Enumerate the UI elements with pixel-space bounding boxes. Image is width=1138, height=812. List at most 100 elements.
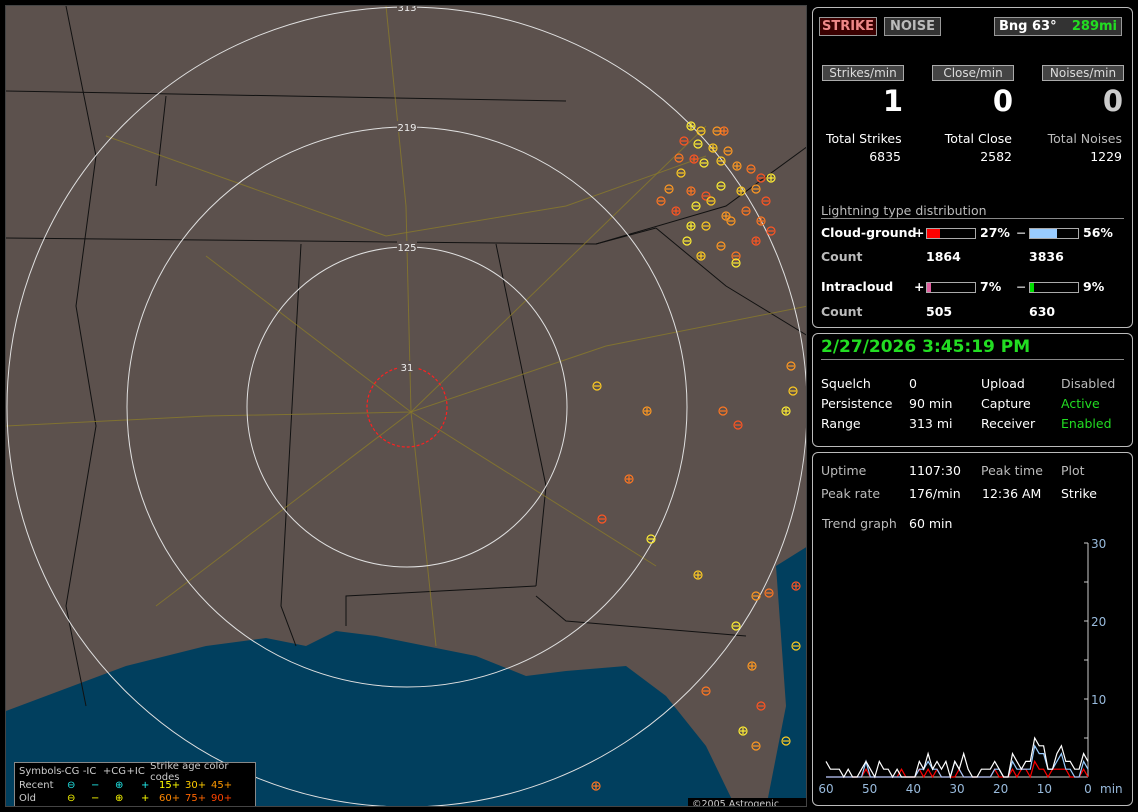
info-value: 90 min bbox=[909, 396, 953, 411]
strike-map[interactable]: 31 125 219 313 Symbols -CG -IC +CG +IC Stri… bbox=[5, 5, 807, 807]
strike-marker bbox=[761, 196, 771, 206]
total-noises-value: 1229 bbox=[1090, 149, 1122, 164]
x-tick-label: 30 bbox=[949, 782, 964, 796]
range-label: 31 bbox=[401, 363, 414, 374]
x-tick-label: 0 bbox=[1084, 782, 1092, 796]
status-panel: STRIKE NOISE Bng 63° 289mi Strikes/min C… bbox=[812, 7, 1133, 328]
strike-marker bbox=[671, 206, 681, 216]
cg-pos-bar bbox=[926, 228, 976, 239]
ic-pos-percent: 7% bbox=[980, 279, 1002, 294]
strikes-per-min-button[interactable]: Strikes/min bbox=[822, 65, 904, 81]
cg-count-label: Count bbox=[821, 249, 863, 264]
strike-marker bbox=[699, 158, 709, 168]
y-tick-label: 30 bbox=[1091, 537, 1106, 551]
strike-circle bbox=[751, 184, 761, 194]
strike-circle bbox=[696, 126, 706, 136]
cg-pos-count: 1864 bbox=[926, 249, 961, 264]
peak-time-label: Peak time bbox=[981, 463, 1043, 478]
strike-circle bbox=[736, 186, 746, 196]
strike-circle bbox=[701, 191, 711, 201]
state-border bbox=[535, 595, 747, 637]
strike-marker bbox=[597, 514, 607, 524]
y-tick-label: 20 bbox=[1091, 615, 1106, 629]
strike-marker bbox=[741, 206, 751, 216]
state-border bbox=[155, 95, 167, 187]
state-border bbox=[280, 243, 302, 647]
pos-cg-icon: ⊕ bbox=[115, 793, 124, 805]
strike-circle bbox=[624, 474, 634, 484]
strike-circle bbox=[791, 581, 801, 591]
noise-button[interactable]: NOISE bbox=[884, 17, 941, 36]
strike-marker bbox=[591, 781, 601, 791]
trend-graph: 10 20 30 60 50 40 30 20 10 0 min bbox=[818, 537, 1123, 796]
ic-pos-sign: + bbox=[914, 279, 925, 294]
strike-circle bbox=[656, 196, 666, 206]
age-90: 90+ bbox=[211, 793, 233, 805]
strike-marker bbox=[708, 143, 718, 153]
strike-marker bbox=[706, 196, 716, 206]
strike-marker bbox=[718, 406, 728, 416]
strike-circle bbox=[718, 406, 728, 416]
strike-marker bbox=[751, 741, 761, 751]
ic-label: Intracloud bbox=[821, 279, 894, 294]
strike-marker bbox=[676, 168, 686, 178]
strike-button[interactable]: STRIKE bbox=[819, 17, 877, 36]
uptime-value: 1107:30 bbox=[909, 463, 961, 478]
trend-series-line bbox=[825, 736, 1089, 780]
strike-marker bbox=[686, 186, 696, 196]
strike-circle bbox=[716, 181, 726, 191]
strike-circle bbox=[746, 164, 756, 174]
x-tick-label: 10 bbox=[1037, 782, 1052, 796]
strike-marker bbox=[723, 146, 733, 156]
strike-marker bbox=[721, 211, 731, 221]
x-axis-label: min bbox=[1100, 782, 1123, 796]
strike-circle bbox=[733, 420, 743, 430]
strike-circle bbox=[664, 184, 674, 194]
strike-circle bbox=[679, 136, 689, 146]
cg-pos-percent: 27% bbox=[980, 225, 1010, 240]
age-75: 75+ bbox=[185, 793, 207, 805]
peak-rate-value: 176/min bbox=[909, 486, 961, 501]
strike-marker bbox=[701, 191, 711, 201]
strike-circle bbox=[751, 236, 761, 246]
strike-marker bbox=[731, 258, 741, 268]
strike-marker bbox=[747, 661, 757, 671]
strike-circle bbox=[766, 173, 776, 183]
noises-per-min-value: 0 bbox=[1102, 84, 1123, 118]
noises-per-min-button[interactable]: Noises/min bbox=[1042, 65, 1124, 81]
cg-label: Cloud-ground bbox=[821, 225, 917, 240]
highway bbox=[105, 135, 707, 237]
strike-circle bbox=[781, 736, 791, 746]
ic-neg-count: 630 bbox=[1029, 304, 1056, 319]
close-per-min-value: 0 bbox=[992, 84, 1013, 118]
plot-value[interactable]: Strike bbox=[1061, 486, 1097, 501]
info-status: Active bbox=[1061, 396, 1100, 411]
cg-neg-sign: − bbox=[1016, 225, 1027, 240]
state-border bbox=[6, 90, 567, 102]
map-canvas[interactable]: 31 125 219 313 bbox=[6, 6, 807, 807]
strike-circle bbox=[706, 196, 716, 206]
total-strikes-value: 6835 bbox=[869, 149, 901, 164]
strike-circle bbox=[726, 216, 736, 226]
strike-circle bbox=[751, 741, 761, 751]
strike-marker bbox=[679, 136, 689, 146]
range-label-bg bbox=[397, 121, 417, 132]
strike-marker bbox=[781, 406, 791, 416]
range-label: 219 bbox=[397, 123, 416, 134]
strike-circle bbox=[686, 186, 696, 196]
close-per-min-button[interactable]: Close/min bbox=[932, 65, 1014, 81]
strike-marker bbox=[751, 236, 761, 246]
neg-cg-icon: ⊖ bbox=[67, 779, 76, 791]
strike-circle bbox=[751, 591, 761, 601]
strike-circle bbox=[731, 258, 741, 268]
strike-circle bbox=[716, 156, 726, 166]
total-strikes-label: Total Strikes bbox=[826, 131, 902, 146]
strike-circle bbox=[701, 686, 711, 696]
strike-marker bbox=[766, 226, 776, 236]
copyright: ©2005 Astrogenic Systems bbox=[688, 798, 806, 806]
peak-time-value: 12:36 AM bbox=[982, 486, 1042, 501]
strike-circle bbox=[674, 153, 684, 163]
range-ring bbox=[126, 126, 688, 688]
strike-circle bbox=[761, 196, 771, 206]
range-label-bg bbox=[397, 241, 417, 252]
